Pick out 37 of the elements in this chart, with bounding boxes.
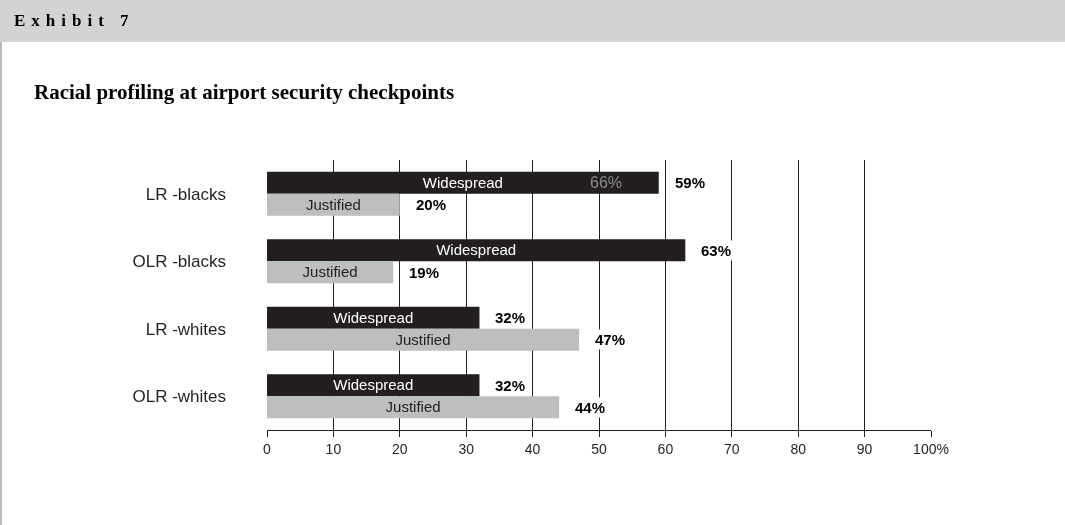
- series-label: Widespread: [422, 173, 503, 191]
- data-label: 44%: [575, 399, 606, 416]
- x-tick-label: 70: [724, 440, 740, 457]
- data-label: 32%: [495, 377, 526, 394]
- data-label: 47%: [595, 331, 626, 348]
- x-tick-label: 40: [524, 440, 541, 457]
- x-tick-label: 60: [657, 440, 674, 457]
- x-tick-label: 20: [392, 440, 408, 457]
- x-tick-label: 0: [263, 440, 272, 457]
- text: Justified: [302, 263, 358, 281]
- y-tick-label: LR -blacks: [145, 184, 226, 204]
- data-label: 20%: [416, 196, 447, 213]
- text: Justified: [395, 330, 451, 348]
- text: Widespread: [436, 241, 517, 259]
- data-label: 19%: [409, 264, 440, 281]
- data-label: 59%: [675, 174, 706, 191]
- bar: [267, 193, 400, 216]
- y-tick-label: OLR -blacks: [132, 252, 226, 272]
- text: Widespread: [333, 376, 414, 394]
- y-tick-label: OLR -whites: [132, 387, 226, 407]
- x-tick-label: 30: [458, 440, 475, 457]
- series-label: Justified: [305, 195, 361, 213]
- text: Widespread: [333, 308, 414, 326]
- y-tick-label: LR -whites: [145, 319, 226, 339]
- x-tick-label: 90: [856, 440, 873, 457]
- data-label: 63%: [701, 242, 732, 259]
- x-tick-label: 100%: [913, 440, 949, 457]
- bar: [267, 396, 560, 419]
- chart-subtitle: Racial profiling at airport security checkpoints: [34, 80, 455, 105]
- annotation: 66%: [590, 174, 623, 191]
- data-label: 32%: [495, 309, 526, 326]
- x-tick-label: 80: [790, 440, 807, 457]
- text: Exhibit 7: [0, 0, 1065, 42]
- text: Justified: [385, 398, 441, 416]
- bar: [267, 328, 580, 351]
- x-tick-label: 50: [591, 440, 607, 457]
- x-tick-label: 10: [325, 440, 342, 457]
